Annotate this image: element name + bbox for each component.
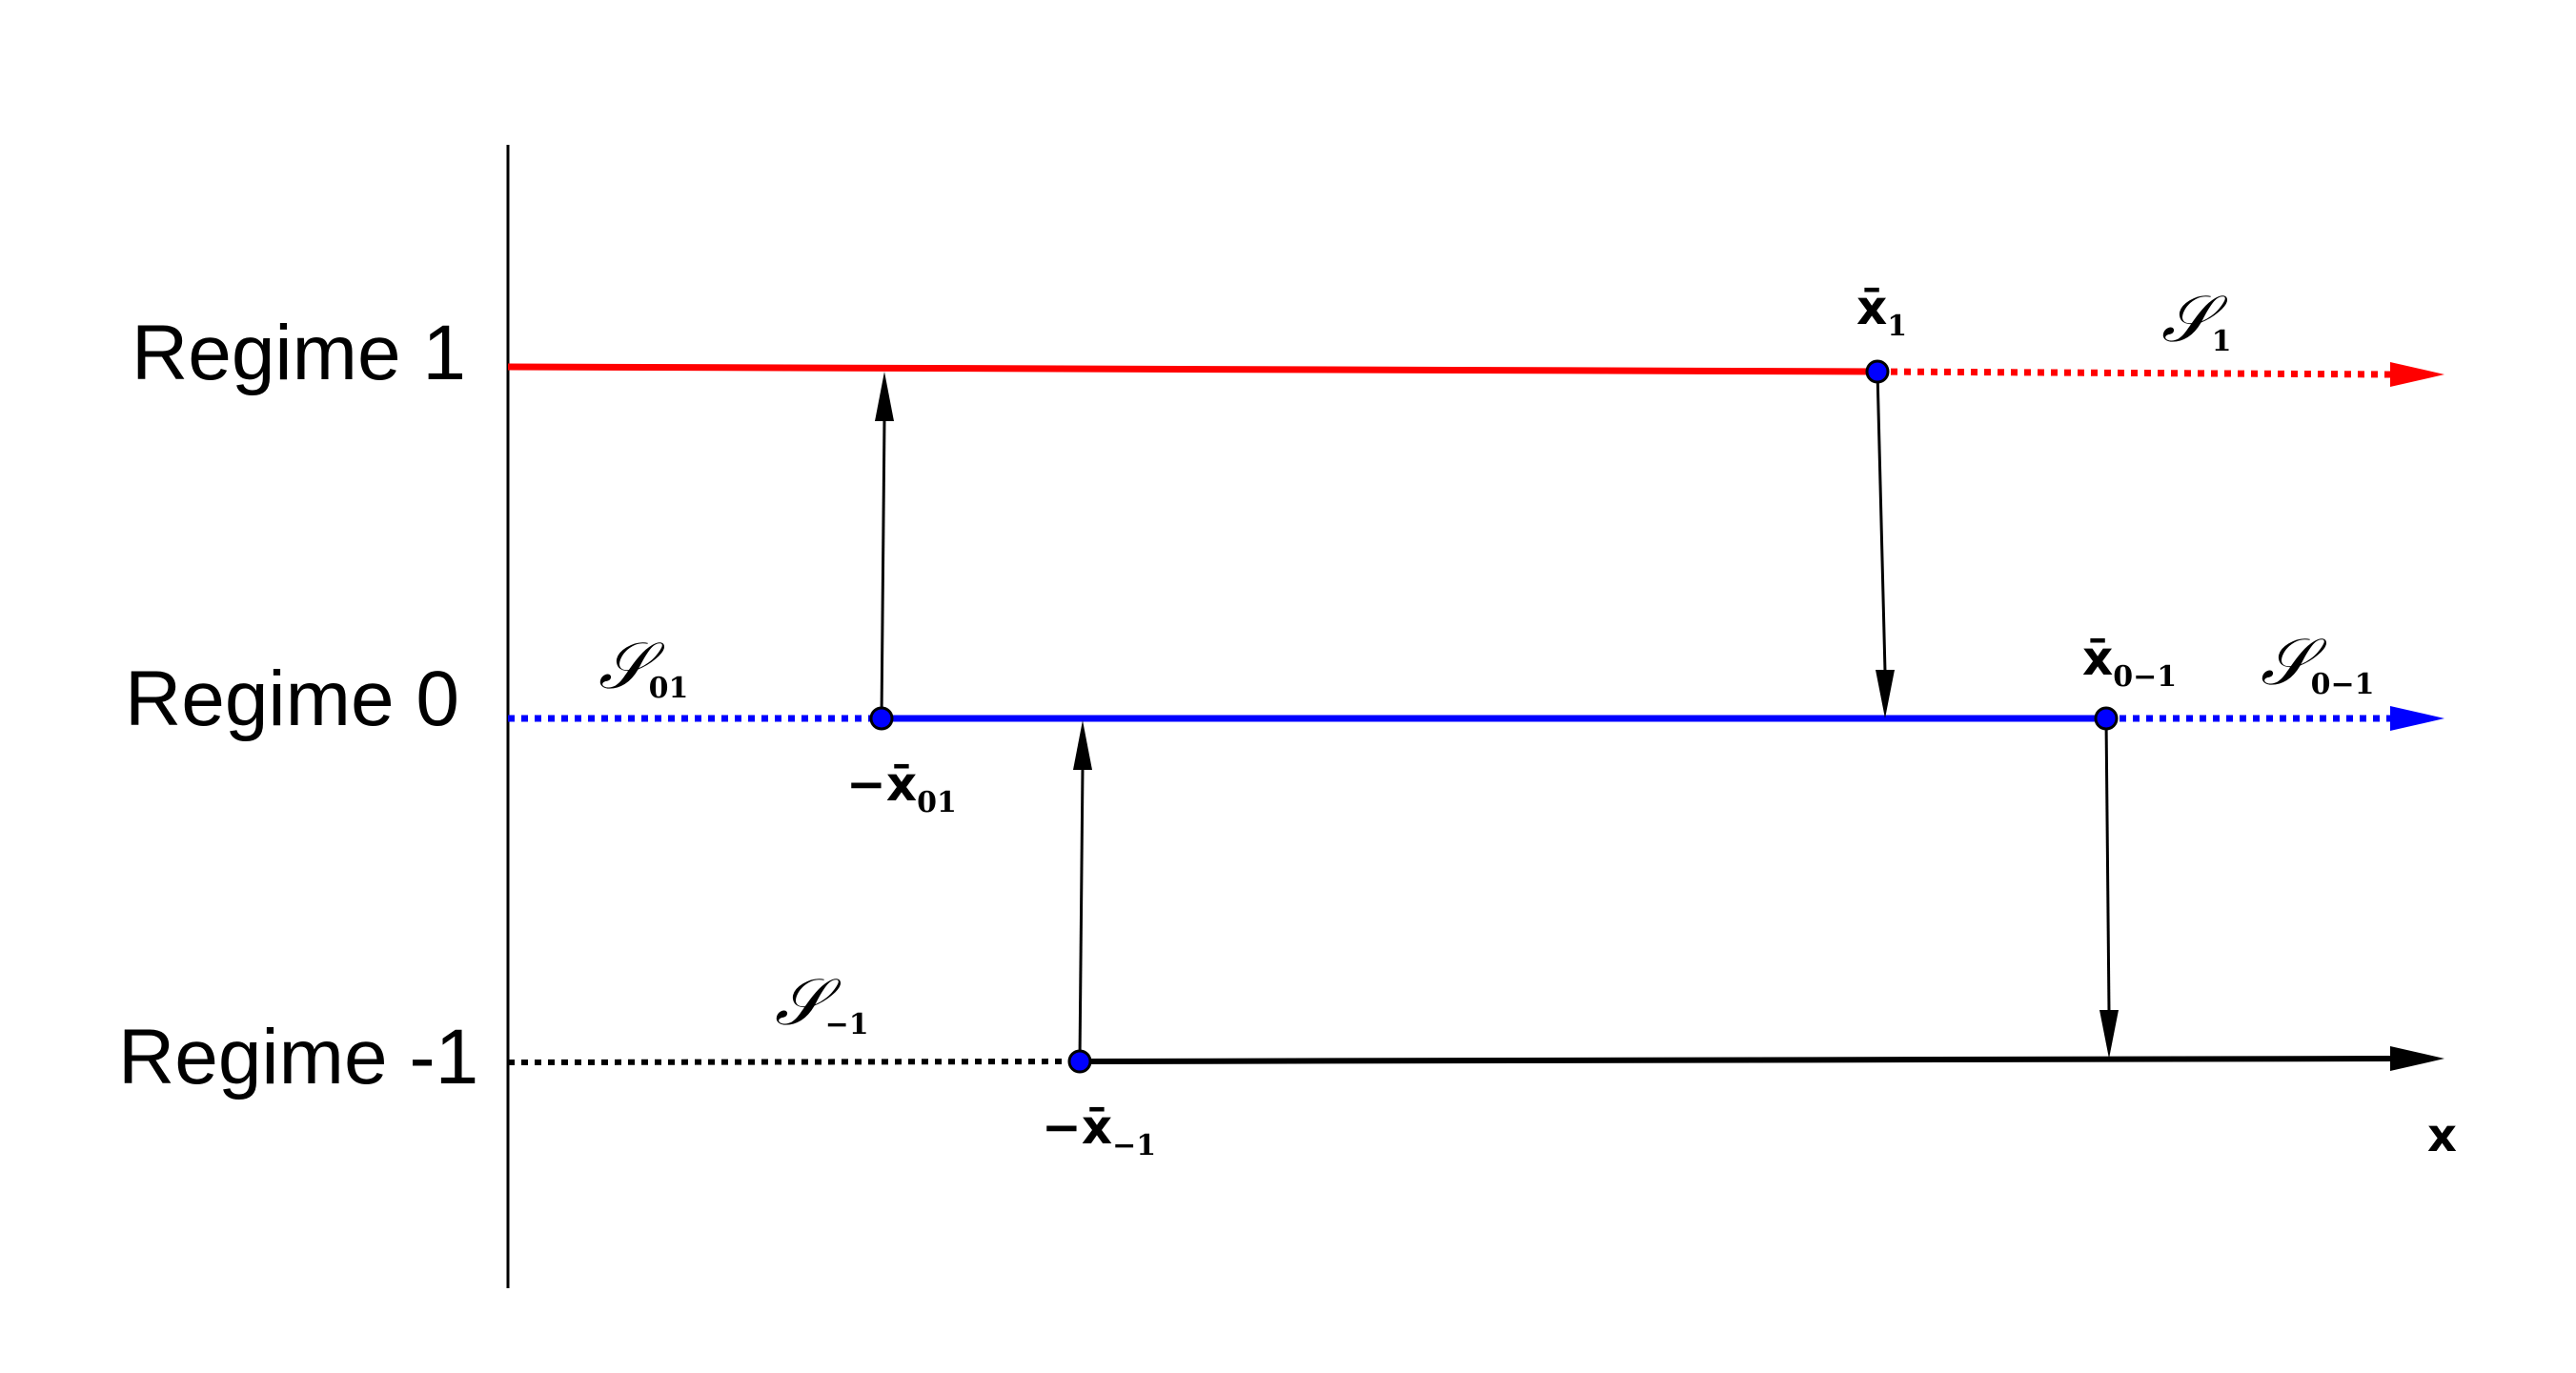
threshold-xm1-label: −x̄−1 [1042, 1100, 1156, 1162]
regime1-arrowhead [2390, 362, 2444, 387]
set-s0m1-label: 𝒮0−1 [2261, 625, 2375, 701]
regime0-label: Regime 0 [125, 656, 459, 742]
transition-arrow-1-to-0 [1876, 371, 1887, 673]
regime-minus1-label: Regime -1 [118, 1014, 478, 1100]
regime1-label: Regime 1 [132, 310, 466, 396]
threshold-x01-label: −x̄01 [846, 757, 957, 819]
regime1-solid-line [507, 363, 1878, 375]
transition-arrow-0-to-1 [880, 418, 886, 719]
set-s01-label: 𝒮01 [598, 629, 688, 705]
regime-minus1-solid-line [1079, 1056, 2393, 1064]
regime0-arrowhead [2390, 706, 2444, 731]
transition-arrow-0-to-minus1 [2104, 717, 2111, 1013]
threshold-x0m1-label: x̄0−1 [2082, 631, 2177, 694]
transition-arrowhead-1-to-0 [1876, 670, 1895, 718]
transition-arrow-minus1-to-0 [1078, 767, 1085, 1062]
marker-xm1 [1067, 1049, 1092, 1074]
marker-x0m1 [2094, 706, 2119, 731]
regime-minus1-dotted-line [507, 1059, 1081, 1065]
transition-arrowhead-minus1-to-0 [1073, 720, 1092, 770]
marker-x1 [1865, 359, 1890, 384]
set-s1-label: 𝒮1 [2161, 282, 2232, 358]
marker-x01 [869, 706, 894, 731]
set-sm1-label: 𝒮−1 [775, 965, 869, 1041]
regime1-dotted-line [1876, 368, 2393, 378]
transition-arrowhead-0-to-minus1 [2099, 1010, 2119, 1059]
transition-arrowhead-0-to-1 [875, 372, 894, 421]
x-axis-label: x [2427, 1109, 2457, 1162]
regime-minus1-arrowhead [2390, 1046, 2444, 1071]
threshold-x1-label: x̄1 [1856, 280, 1907, 343]
